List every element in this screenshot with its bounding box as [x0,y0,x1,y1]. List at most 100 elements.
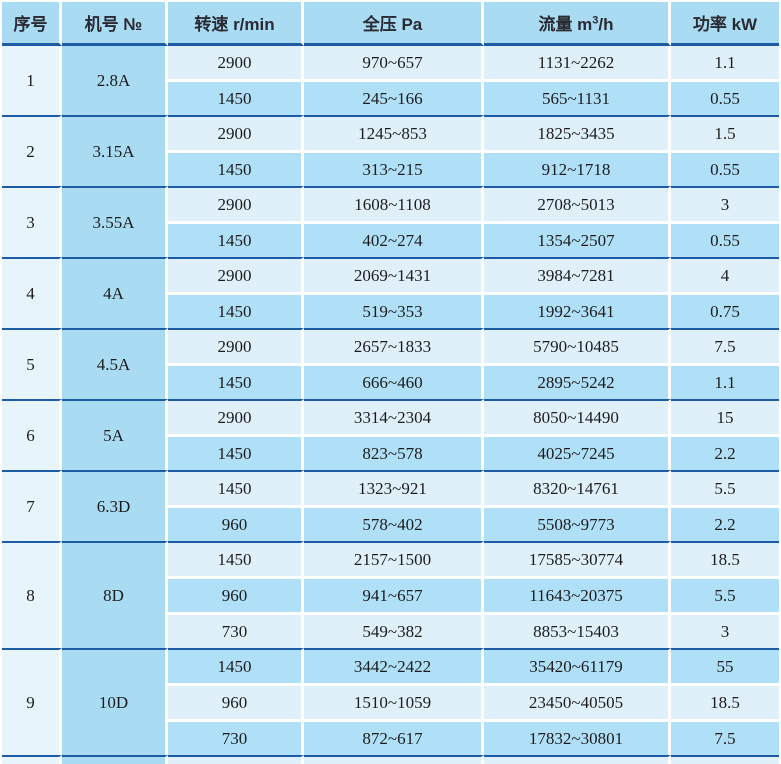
pressure-cell: 872~617 [304,719,484,755]
flow-cell: 17585~30774 [484,541,671,576]
clipped-cell [2,755,62,764]
flow-cell: 3984~7281 [484,257,671,292]
flow-cell: 1825~3435 [484,115,671,150]
table-row: 5 4.5A 2900 2657~1833 5790~10485 7.5 [2,328,779,399]
column-header-4: 流量 m3/h [484,2,671,46]
serial-number-cell: 1 [2,46,62,115]
table-row: 8 8D 1450 2157~1500 17585~30774 18.5 [2,541,779,648]
power-cell: 15 [671,399,779,434]
pressure-cell: 3442~2422 [304,648,484,683]
model-number-cell: 3.15A [62,115,168,186]
power-cell: 7.5 [671,719,779,755]
pressure-cell: 666~460 [304,363,484,399]
pressure-cell: 1510~1059 [304,683,484,719]
power-cell: 18.5 [671,683,779,719]
serial-number-cell: 8 [2,541,62,648]
serial-number-cell: 2 [2,115,62,186]
flow-cell: 8853~15403 [484,612,671,648]
speed-cell: 730 [168,612,304,648]
flow-cell: 11643~20375 [484,576,671,612]
power-cell: 4 [671,257,779,292]
table-row: 4 4A 2900 2069~1431 3984~7281 4 [2,257,779,328]
speed-cell: 1450 [168,363,304,399]
column-header-0: 序号 [2,2,62,46]
speed-cell: 2900 [168,257,304,292]
serial-number-cell: 7 [2,470,62,541]
model-number-cell: 4.5A [62,328,168,399]
pressure-cell: 313~215 [304,150,484,186]
column-header-2: 转速 r/min [168,2,304,46]
clipped-cell [484,755,671,764]
speed-cell: 1450 [168,648,304,683]
power-cell: 3 [671,186,779,221]
table-row: 960 1510~1059 23450~40505 18.5 [2,683,779,719]
speed-cell: 960 [168,505,304,541]
pressure-cell: 402~274 [304,221,484,257]
speed-cell: 1450 [168,541,304,576]
pressure-cell: 519~353 [304,292,484,328]
power-cell: 5.5 [671,470,779,505]
flow-cell: 1131~2262 [484,46,671,79]
speed-cell: 2900 [168,328,304,363]
table-row: 960 578~402 5508~9773 2.2 [2,505,779,541]
table-row: 1 2.8A 2900 970~657 1131~2262 1.1 [2,46,779,115]
pressure-cell: 1245~853 [304,115,484,150]
pressure-cell: 2157~1500 [304,541,484,576]
speed-cell: 730 [168,719,304,755]
speed-cell: 2900 [168,186,304,221]
model-number-cell: 10D [62,648,168,755]
flow-cell: 23450~40505 [484,683,671,719]
model-number-cell: 5A [62,399,168,470]
model-number-cell: 6.3D [62,470,168,541]
clipped-cell [304,755,484,764]
serial-number-cell: 6 [2,399,62,470]
table-row: 1450 823~578 4025~7245 2.2 [2,434,779,470]
column-header-1: 机号 № [62,2,168,46]
serial-number-cell: 3 [2,186,62,257]
clipped-cell [671,755,779,764]
table-row: 1450 519~353 1992~3641 0.75 [2,292,779,328]
power-cell: 1.1 [671,363,779,399]
pressure-cell: 970~657 [304,46,484,79]
column-header-5: 功率 kW [671,2,779,46]
power-cell: 2.2 [671,434,779,470]
power-cell: 0.55 [671,79,779,115]
table-row: 960 941~657 11643~20375 5.5 [2,576,779,612]
flow-cell: 35420~61179 [484,648,671,683]
flow-cell: 5508~9773 [484,505,671,541]
pressure-cell: 2657~1833 [304,328,484,363]
power-cell: 0.75 [671,292,779,328]
pressure-cell: 3314~2304 [304,399,484,434]
pressure-cell: 941~657 [304,576,484,612]
flow-cell: 1992~3641 [484,292,671,328]
model-number-cell: 3.55A [62,186,168,257]
clipped-cell [62,755,168,764]
table-row: 1450 245~166 565~1131 0.55 [2,79,779,115]
speed-cell: 960 [168,576,304,612]
table-row: 1450 666~460 2895~5242 1.1 [2,363,779,399]
power-cell: 0.55 [671,150,779,186]
flow-cell: 17832~30801 [484,719,671,755]
power-cell: 1.5 [671,115,779,150]
power-cell: 5.5 [671,576,779,612]
speed-cell: 960 [168,683,304,719]
pressure-cell: 1608~1108 [304,186,484,221]
table-body: 1 2.8A 2900 970~657 1131~2262 1.1 1450 245~166 5… [2,46,779,764]
speed-cell: 2900 [168,399,304,434]
pressure-cell: 1323~921 [304,470,484,505]
pressure-cell: 578~402 [304,505,484,541]
table-row: 9 10D 1450 3442~2422 35420~61179 55 [2,648,779,755]
serial-number-cell: 9 [2,648,62,755]
speed-cell: 1450 [168,470,304,505]
table-row: 1450 402~274 1354~2507 0.55 [2,221,779,257]
serial-number-cell: 4 [2,257,62,328]
flow-cell: 565~1131 [484,79,671,115]
power-cell: 55 [671,648,779,683]
flow-cell: 2708~5013 [484,186,671,221]
table-row: 7 6.3D 1450 1323~921 8320~14761 5.5 [2,470,779,541]
speed-cell: 1450 [168,79,304,115]
column-header-3: 全压 Pa [304,2,484,46]
pressure-cell: 2069~1431 [304,257,484,292]
